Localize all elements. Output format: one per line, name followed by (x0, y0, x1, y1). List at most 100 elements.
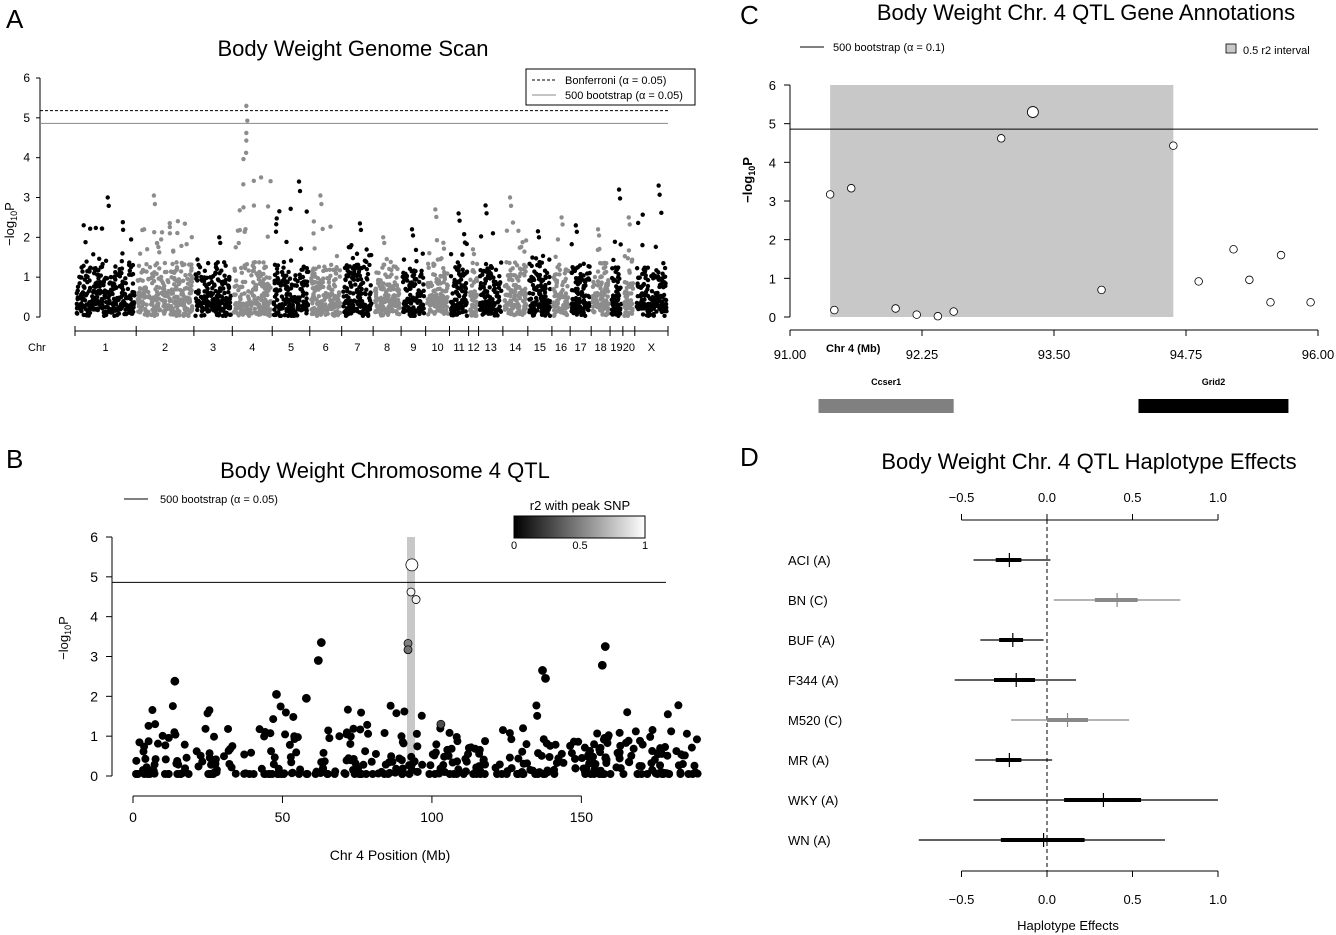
panel-a-point (117, 274, 123, 279)
panel-a-point (357, 303, 362, 309)
panel-a-point (497, 281, 502, 287)
panel-a-point (511, 273, 517, 278)
panel-a-point (662, 265, 668, 271)
panel-b-colorbar: r2 with peak SNP 0 0.5 1 (511, 498, 648, 552)
panel-a-point (93, 281, 98, 286)
panel-d-bottom-tick-label: 1.0 (1209, 892, 1227, 907)
panel-a-peak-point (105, 195, 110, 200)
panel-a-point (162, 269, 168, 275)
panel-a-point (552, 312, 557, 317)
panel-a-point (517, 274, 522, 279)
panel-a-point (137, 308, 143, 313)
panel-a-point (510, 277, 515, 283)
panel-a-point (345, 265, 350, 271)
panel-a-point (602, 260, 607, 266)
panel-a-point (480, 304, 485, 309)
panel-a-peak-point (217, 235, 222, 240)
panel-a-point (595, 300, 600, 306)
panel-a-point (617, 311, 623, 316)
panel-a-point (431, 261, 436, 266)
panel-a-point (624, 285, 630, 290)
panel-a-point (122, 311, 127, 317)
panel-b-ytick-label: 6 (90, 529, 98, 545)
colorbar-tick-0: 0 (511, 540, 517, 552)
panel-a-point (516, 278, 521, 283)
panel-a-point (435, 304, 441, 310)
panel-a-point (154, 261, 160, 266)
panel-a-point (299, 267, 304, 272)
panel-b-point (380, 729, 389, 738)
panel-a-point (237, 208, 242, 213)
panel-a-point (469, 283, 475, 288)
panel-a-point (349, 271, 355, 277)
panel-b-highlight-point (597, 660, 607, 670)
panel-a-point (156, 276, 161, 281)
panel-a-point (640, 212, 645, 217)
panel-b-point (227, 763, 236, 772)
panel-a-point (517, 290, 522, 296)
panel-a-point (261, 277, 266, 282)
panel-c-xlabel: Chr 4 (Mb) (826, 343, 881, 355)
panel-a-point (107, 281, 112, 286)
panel-a-point (643, 290, 648, 295)
panel-a-point (158, 237, 164, 242)
panel-a-point (565, 303, 571, 308)
panel-a-point (116, 297, 121, 303)
panel-a-point (460, 271, 466, 276)
panel-a-point (323, 312, 328, 317)
panel-a-point (493, 267, 499, 272)
panel-b-ytick-label: 0 (90, 768, 98, 784)
panel-d-top-tick-label: 0.0 (1038, 490, 1056, 505)
panel-c-ytick-label: 2 (769, 233, 776, 248)
panel-a-peak-point (536, 235, 542, 240)
panel-a-point (560, 305, 565, 311)
panel-a-point (598, 274, 604, 279)
panel-a-point (409, 280, 415, 285)
panel-a-point (300, 274, 306, 280)
panel-b-highlight-point (541, 674, 550, 683)
panel-a-point (438, 291, 443, 297)
panel-a-point (219, 268, 224, 273)
panel-a-point (303, 300, 308, 306)
panel-a-peak-point (218, 240, 223, 246)
panel-b-point (335, 732, 344, 741)
panel-a-point (174, 284, 179, 290)
panel-a-point (456, 279, 461, 284)
panel-a-point (539, 305, 544, 310)
panel-d-letter: D (740, 442, 759, 472)
panel-a-point (120, 227, 126, 232)
panel-b-point (432, 740, 441, 749)
panel-c-legend-interval-swatch (1225, 43, 1237, 54)
panel-a-point (381, 262, 386, 267)
panel-a-point (279, 294, 285, 299)
panel-a-point (309, 297, 314, 302)
panel-a-point (102, 293, 107, 298)
panel-a-point (329, 291, 335, 296)
panel-b-point (150, 760, 159, 769)
panel-a-point (150, 302, 155, 307)
panel-a-point (359, 265, 364, 271)
panel-b-point (357, 708, 366, 717)
panel-a-point (452, 297, 458, 302)
panel-a-point (160, 280, 166, 286)
panel-a-point (610, 266, 615, 271)
panel-a-peak-point (357, 221, 363, 226)
panel-a-point (486, 272, 491, 278)
panel-a-point (497, 273, 502, 279)
panel-a-point (413, 268, 418, 274)
panel-a-point (435, 295, 440, 300)
panel-a-point (649, 289, 655, 294)
panel-a-point (626, 248, 632, 253)
panel-a-point (234, 306, 239, 311)
panel-a-point (323, 302, 328, 307)
panel-b-point (161, 755, 170, 764)
panel-a-point (389, 272, 394, 277)
panel-a-point (544, 270, 550, 276)
panel-a-peak-point (616, 187, 622, 192)
panel-a-point (487, 299, 493, 304)
panel-a-point (337, 304, 342, 309)
panel-a-point (261, 260, 266, 265)
panel-a-point (448, 251, 454, 257)
panel-c-points (825, 106, 1315, 321)
panel-a-point (120, 220, 126, 225)
